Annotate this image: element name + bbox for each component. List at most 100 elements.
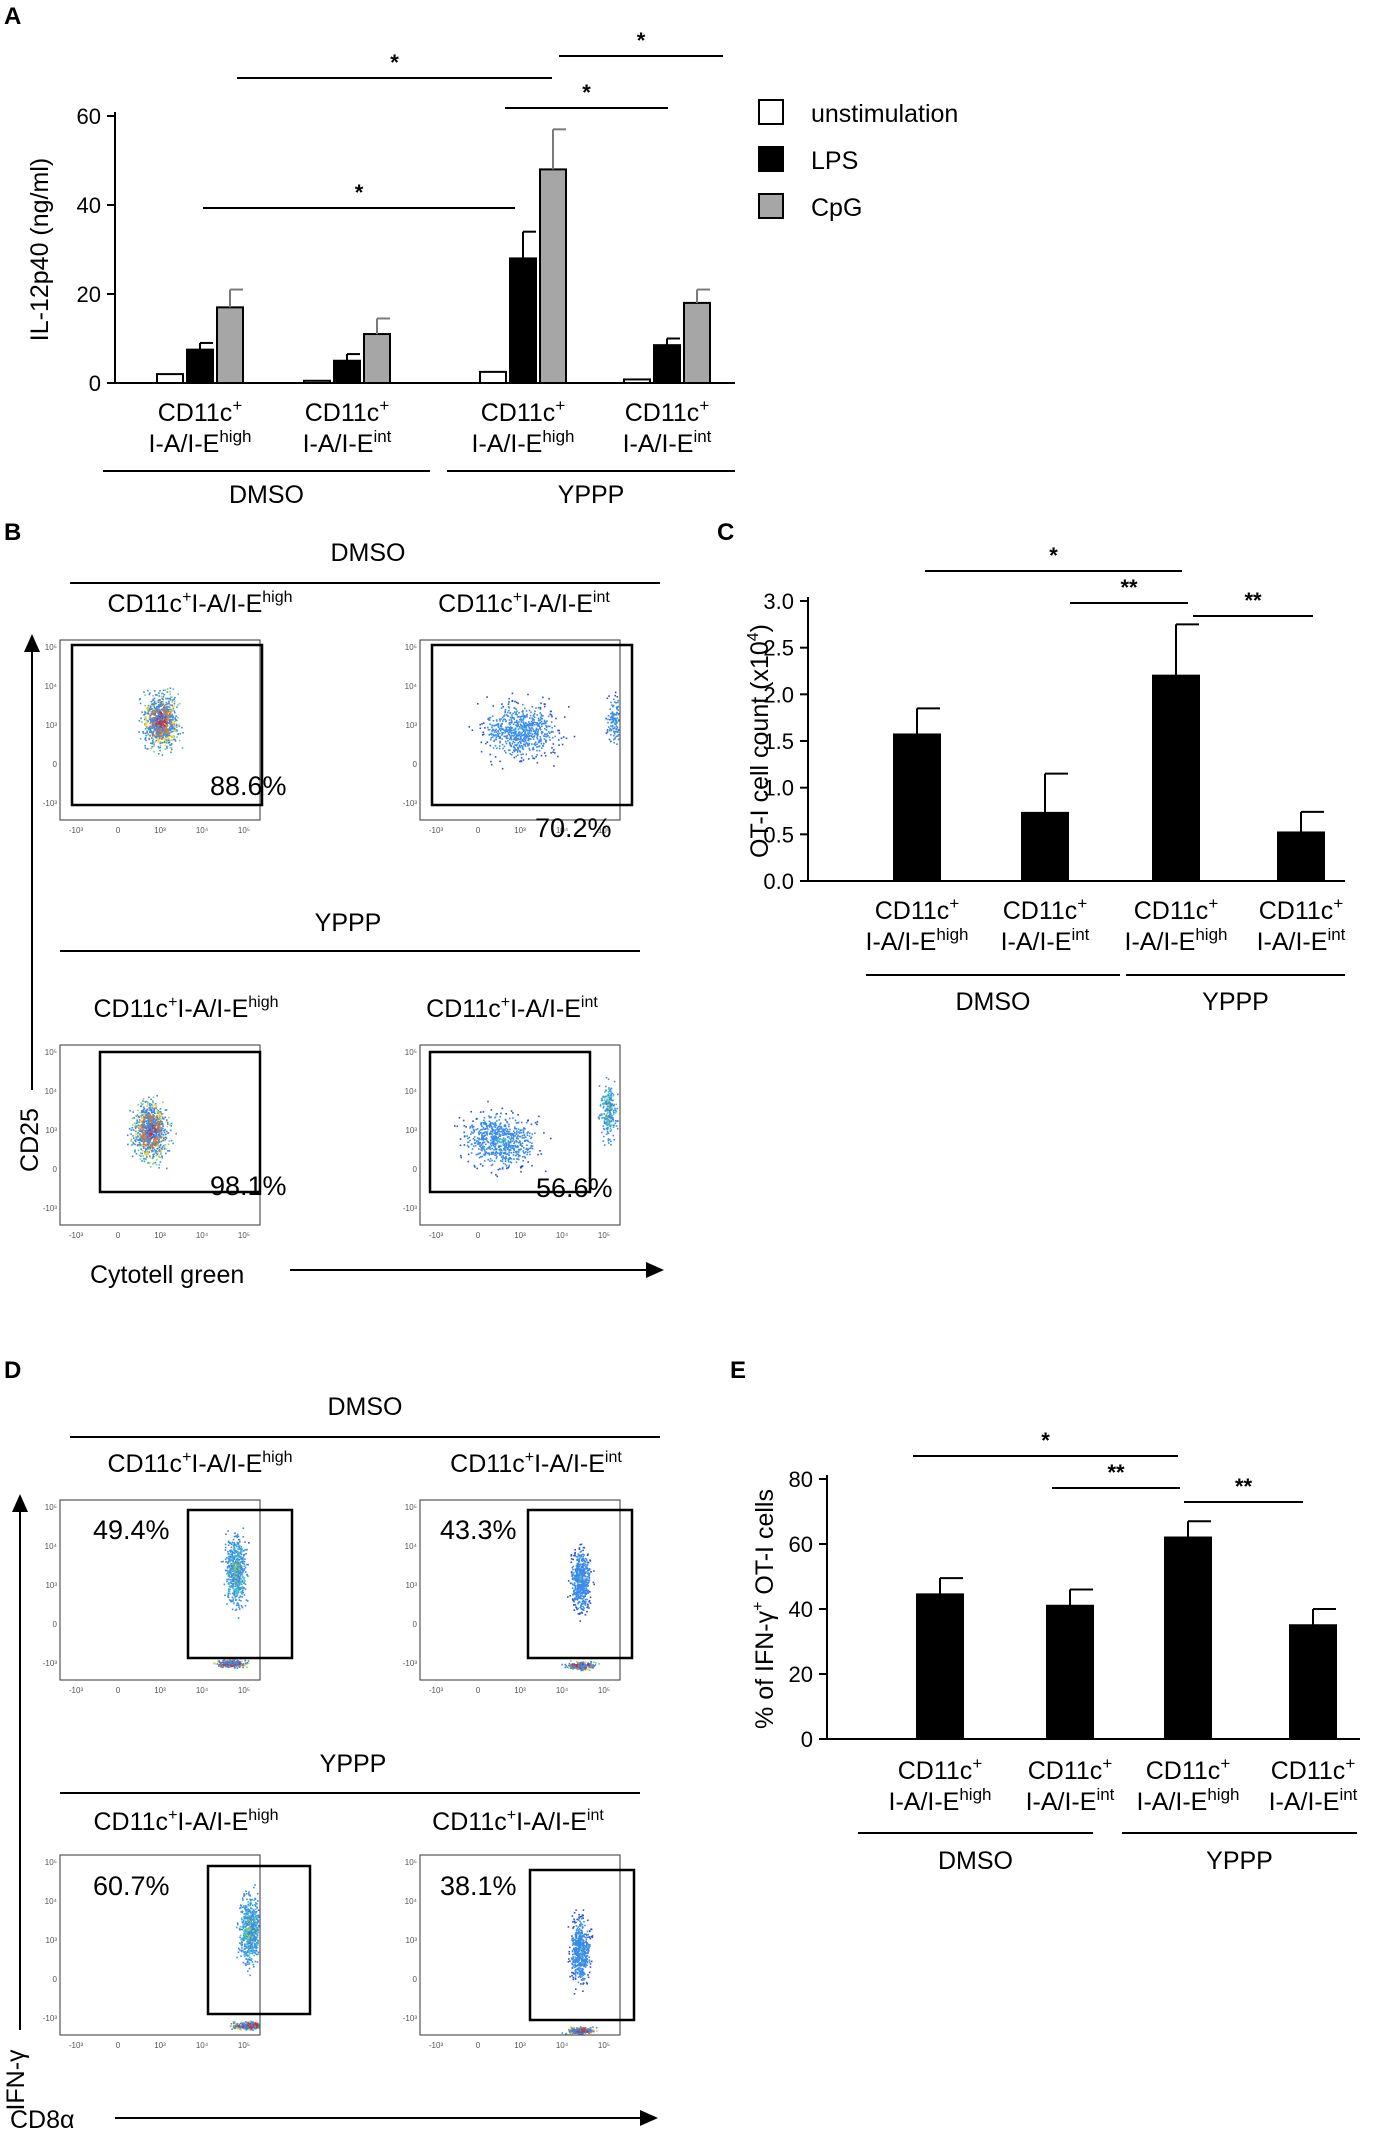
flow-event-dot bbox=[581, 1565, 583, 1568]
flow-event-dot bbox=[505, 720, 508, 722]
flow-event-dot bbox=[499, 1154, 501, 1156]
flow-event-dot bbox=[227, 1553, 230, 1555]
flow-event-dot bbox=[516, 719, 518, 722]
flow-event-dot bbox=[153, 1112, 156, 1114]
flow-x-axis-title: Cytotell green bbox=[90, 1261, 244, 1289]
category-name: CD11c bbox=[625, 399, 700, 427]
flow-event-dot bbox=[178, 702, 181, 705]
flow-event-dot bbox=[544, 1170, 547, 1173]
flow-event-dot bbox=[507, 737, 509, 739]
flow-event-dot bbox=[182, 732, 184, 734]
flow-event-dot bbox=[497, 1125, 500, 1128]
flow-event-dot bbox=[616, 726, 619, 729]
flow-event-dot bbox=[613, 731, 616, 733]
flow-event-dot bbox=[141, 1111, 144, 1114]
flow-event-dot bbox=[494, 724, 497, 726]
flow-event-dot bbox=[171, 701, 173, 703]
flow-event-dot bbox=[164, 707, 166, 709]
flow-event-dot bbox=[607, 1139, 610, 1142]
flow-event-dot bbox=[522, 711, 524, 713]
flow-event-dot bbox=[499, 737, 501, 739]
flow-event-dot bbox=[159, 711, 162, 713]
flow-event-dot bbox=[163, 719, 166, 722]
flow-event-dot bbox=[493, 1132, 495, 1135]
flow-event-dot bbox=[153, 1155, 155, 1158]
flow-event-dot bbox=[500, 1151, 503, 1154]
flow-event-dot bbox=[151, 1121, 153, 1123]
flow-event-dot bbox=[504, 718, 506, 721]
flow-event-dot bbox=[242, 1559, 245, 1561]
flow-event-dot bbox=[233, 1532, 236, 1535]
flow-event-dot bbox=[545, 726, 548, 729]
flow-event-dot bbox=[492, 720, 495, 722]
flow-event-dot bbox=[242, 1569, 244, 1572]
flow-event-dot bbox=[142, 731, 144, 733]
flow-event-dot bbox=[482, 1126, 485, 1129]
category-label-line1: CD11c+ bbox=[158, 396, 243, 427]
flow-event-dot bbox=[234, 1572, 236, 1575]
flow-event-dot bbox=[462, 1119, 465, 1122]
flow-event-dot bbox=[613, 1105, 615, 1107]
flow-event-dot bbox=[150, 1151, 153, 1153]
superscript-plus: + bbox=[232, 396, 242, 415]
flow-event-dot bbox=[146, 1131, 149, 1134]
flow-event-dot bbox=[540, 716, 542, 719]
bar-unstimulation bbox=[623, 378, 651, 385]
flow-event-dot bbox=[501, 731, 503, 734]
flow-x-tick: -10³ bbox=[429, 1231, 444, 1240]
flow-event-dot bbox=[525, 722, 527, 725]
flow-event-dot bbox=[533, 716, 536, 719]
flow-event-dot bbox=[516, 733, 518, 736]
flow-event-dot bbox=[516, 721, 518, 724]
superscript-level: high bbox=[1195, 925, 1227, 944]
flow-event-dot bbox=[525, 753, 528, 756]
flow-event-dot bbox=[149, 1128, 152, 1130]
flow-event-dot bbox=[166, 747, 168, 749]
flow-title-level: high bbox=[248, 994, 278, 1011]
flow-event-dot bbox=[481, 1148, 483, 1151]
flow-event-dot bbox=[508, 697, 510, 700]
flow-event-dot bbox=[499, 1123, 501, 1126]
flow-event-dot bbox=[162, 702, 164, 704]
flow-event-dot bbox=[469, 1127, 471, 1129]
flow-event-dot bbox=[148, 1124, 151, 1126]
flow-event-dot bbox=[584, 1578, 586, 1580]
flow-event-dot bbox=[610, 1140, 612, 1143]
flow-event-dot bbox=[172, 719, 174, 722]
flow-event-dot bbox=[523, 743, 526, 746]
flow-event-dot bbox=[517, 1114, 519, 1116]
flow-event-dot bbox=[232, 1562, 234, 1564]
flow-event-dot bbox=[508, 1133, 511, 1135]
flow-event-dot bbox=[514, 1135, 516, 1137]
flow-event-dot bbox=[506, 730, 509, 733]
flow-event-dot bbox=[540, 723, 543, 725]
flow-event-dot bbox=[578, 1548, 581, 1550]
flow-event-dot bbox=[508, 1125, 510, 1128]
flow-event-dot bbox=[172, 706, 174, 708]
flow-event-dot bbox=[170, 744, 172, 746]
significance-marker: * bbox=[1041, 1428, 1050, 1453]
flow-event-dot bbox=[233, 1564, 235, 1567]
flow-event-dot bbox=[155, 1159, 158, 1161]
flow-event-dot bbox=[532, 757, 534, 759]
flow-event-dot bbox=[519, 735, 522, 738]
flow-event-dot bbox=[165, 701, 168, 704]
flow-event-dot bbox=[529, 735, 531, 737]
flow-event-dot bbox=[152, 1163, 154, 1165]
flow-event-dot bbox=[509, 735, 512, 737]
flow-event-dot bbox=[478, 1130, 481, 1132]
flow-event-dot bbox=[168, 741, 171, 744]
flow-event-dot bbox=[524, 724, 527, 727]
flow-event-dot bbox=[488, 1126, 491, 1128]
flow-event-dot bbox=[239, 1582, 241, 1585]
flow-event-dot bbox=[163, 1131, 166, 1134]
flow-event-dot bbox=[170, 743, 173, 745]
flow-event-dot bbox=[486, 1127, 489, 1129]
flow-event-dot bbox=[236, 1534, 238, 1537]
flow-event-dot bbox=[506, 1132, 508, 1135]
flow-event-dot bbox=[164, 740, 167, 742]
flow-event-dot bbox=[156, 728, 158, 730]
flow-event-dot bbox=[506, 711, 509, 714]
flow-event-dot bbox=[514, 700, 516, 703]
flow-event-dot bbox=[150, 1144, 152, 1146]
